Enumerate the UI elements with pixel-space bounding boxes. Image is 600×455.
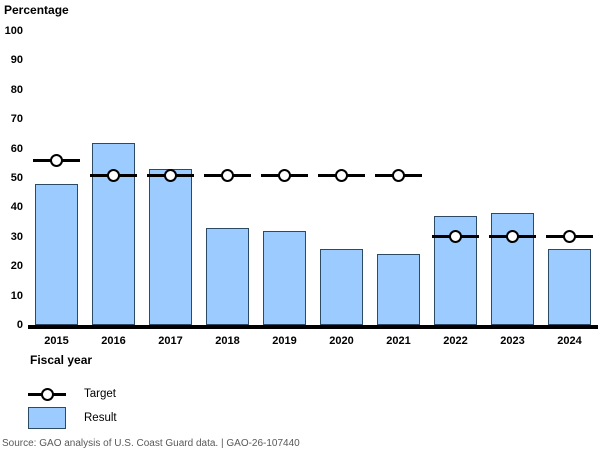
- target-marker-2016: [107, 168, 120, 182]
- result-bar-2024: [548, 248, 591, 325]
- target-marker-2023: [506, 230, 519, 244]
- x-tick-label-2015: 2015: [44, 335, 69, 347]
- y-tick-label-30: 30: [10, 230, 23, 243]
- result-swatch-icon: [28, 407, 66, 429]
- legend-result-label: Result: [84, 412, 117, 424]
- y-tick-label-40: 40: [10, 201, 23, 214]
- legend-item-result: Result: [28, 407, 117, 429]
- legend-item-target: Target: [28, 383, 117, 405]
- x-tick-label-2018: 2018: [215, 335, 240, 347]
- target-marker-2024: [563, 230, 576, 244]
- y-tick-label-60: 60: [10, 142, 23, 155]
- target-marker-2019: [278, 168, 291, 182]
- x-axis-title: Fiscal year: [30, 353, 93, 367]
- target-marker-2017: [164, 168, 177, 182]
- x-tick-label-2023: 2023: [500, 335, 525, 347]
- plot-area: [28, 31, 598, 329]
- result-bar-2019: [263, 230, 306, 325]
- target-marker-2018: [221, 168, 234, 182]
- x-tick-label-2016: 2016: [101, 335, 126, 347]
- target-marker-2020: [335, 168, 348, 182]
- result-bar-2018: [206, 227, 249, 325]
- y-tick-label-90: 90: [10, 54, 23, 67]
- y-tick-label-50: 50: [10, 172, 23, 184]
- x-tick-label-2020: 2020: [329, 335, 354, 347]
- y-tick-label-0: 0: [16, 319, 23, 331]
- result-bar-2020: [320, 248, 363, 325]
- y-axis: 100 90 80 70 60 50 40 30 20 10 0: [0, 25, 23, 331]
- legend-target-label: Target: [84, 388, 116, 400]
- x-tick-label-2022: 2022: [443, 335, 468, 347]
- y-tick-label-80: 80: [10, 83, 23, 96]
- target-marker-icon: [28, 383, 66, 405]
- x-axis: 2015 2016 2017 2018 2019 2020 2021 2022 2023 2024: [28, 334, 598, 348]
- target-marker-2022: [449, 230, 462, 244]
- result-bar-2021: [377, 254, 420, 325]
- x-tick-label-2019: 2019: [272, 335, 297, 347]
- y-tick-label-70: 70: [10, 113, 23, 126]
- legend: Target Result: [28, 383, 117, 431]
- x-tick-label-2024: 2024: [557, 335, 582, 347]
- y-tick-label-100: 100: [4, 25, 23, 37]
- target-marker-2021: [392, 168, 405, 182]
- x-tick-label-2021: 2021: [386, 335, 411, 347]
- result-bar-2015: [35, 183, 78, 325]
- source-note: Source: GAO analysis of U.S. Coast Guard…: [2, 438, 300, 449]
- target-marker-2015: [50, 153, 63, 167]
- y-tick-label-10: 10: [10, 289, 23, 302]
- x-tick-label-2017: 2017: [158, 335, 183, 347]
- y-tick-label-20: 20: [10, 260, 23, 273]
- y-axis-title: Percentage: [4, 3, 69, 17]
- result-bar-2017: [149, 169, 192, 325]
